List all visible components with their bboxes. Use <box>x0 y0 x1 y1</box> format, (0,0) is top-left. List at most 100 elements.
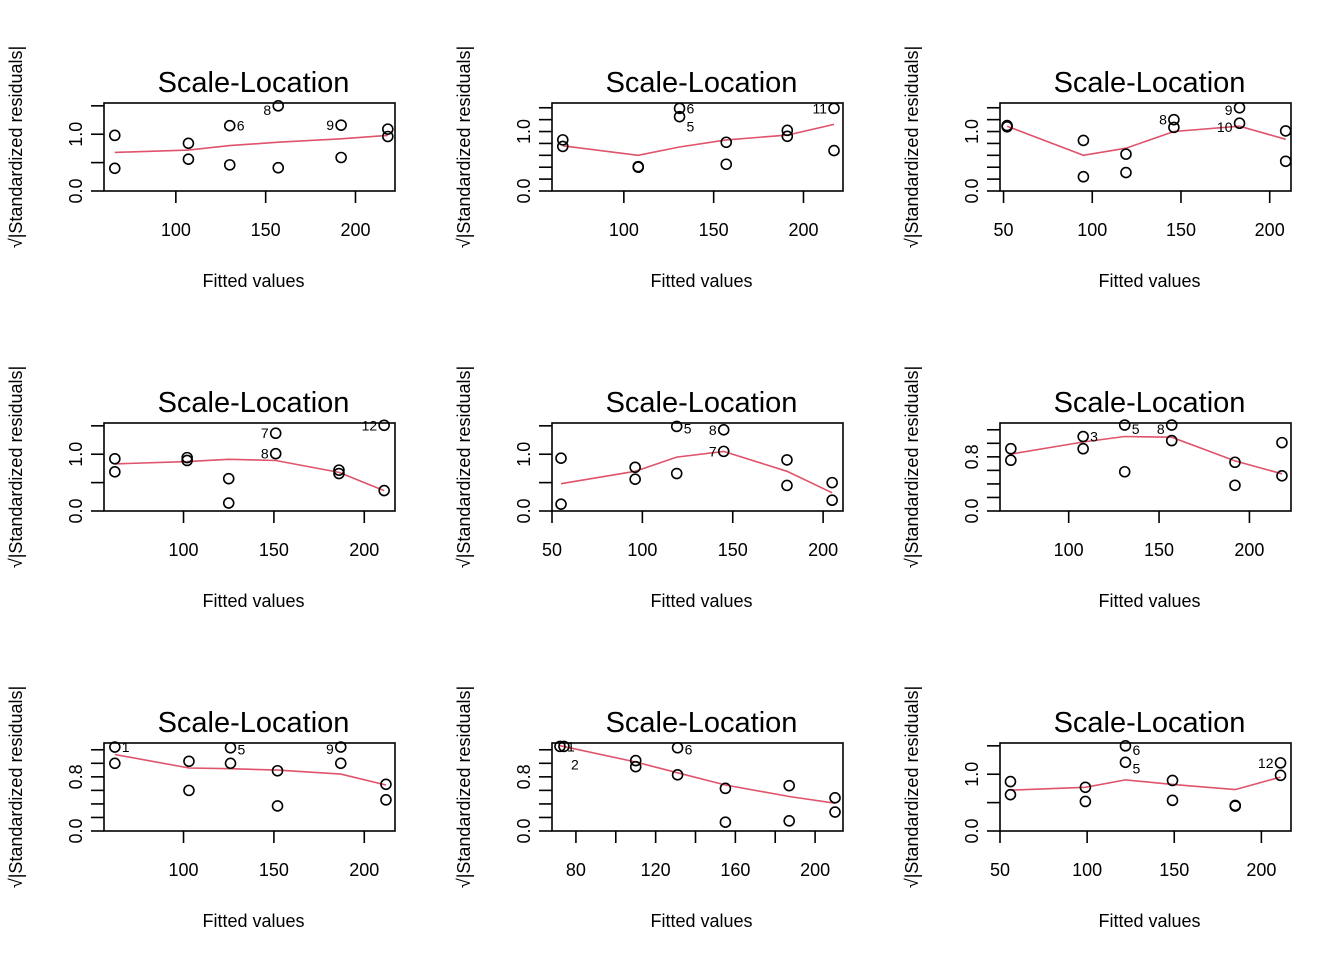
plot-frame <box>103 422 396 512</box>
loess-smooth-line <box>1006 125 1286 157</box>
y-tick-label: 0.0 <box>514 498 534 523</box>
point-label: 7 <box>261 425 269 441</box>
residual-point <box>829 792 841 804</box>
panel-title: Scale-Location <box>1054 387 1246 419</box>
residual-point <box>555 498 567 510</box>
residual-point <box>1119 740 1132 752</box>
y-axis-label: √|Standardized residuals| <box>454 686 474 888</box>
point-label: 8 <box>709 422 717 438</box>
residual-point <box>783 779 795 792</box>
y-tick-label: 0.0 <box>514 178 534 203</box>
x-axis-label: Fitted values <box>202 911 304 931</box>
residual-point <box>555 452 567 465</box>
x-tick-label: 150 <box>1166 220 1196 240</box>
x-axis-label: Fitted values <box>650 591 752 611</box>
residual-point <box>1077 134 1090 147</box>
x-tick-label: 100 <box>627 540 657 560</box>
x-tick-label: 100 <box>609 220 639 240</box>
residual-point <box>108 129 121 142</box>
y-tick-label: 0.8 <box>514 764 534 789</box>
y-tick-label: 0.0 <box>66 498 86 523</box>
residual-point <box>272 100 285 112</box>
loess-smooth-line <box>114 458 385 492</box>
residual-point <box>224 741 237 754</box>
residual-point <box>829 806 841 818</box>
residual-point <box>269 427 282 440</box>
point-label: 5 <box>684 420 692 436</box>
point-label: 5 <box>238 742 246 758</box>
point-label: 1 <box>567 738 575 754</box>
residual-point <box>1233 117 1246 130</box>
residual-point <box>828 102 840 115</box>
residual-point <box>1165 434 1178 447</box>
residual-point <box>109 757 121 770</box>
residual-point <box>109 466 121 478</box>
y-axis-label: √|Standardized residuals| <box>6 366 26 568</box>
loess-smooth-line <box>559 744 836 804</box>
panel-6: Scale-Location Fitted values √|Standardize… <box>902 366 1292 611</box>
x-tick-label: 150 <box>251 220 281 240</box>
residual-point <box>1120 148 1132 160</box>
loess-smooth-line <box>114 753 387 786</box>
x-axis-label: Fitted values <box>650 911 752 931</box>
y-tick-label: 1.0 <box>66 442 86 467</box>
x-tick-label: 150 <box>718 540 748 560</box>
point-label: 8 <box>263 102 271 118</box>
residual-point <box>269 447 282 460</box>
x-tick-label: 200 <box>1246 860 1276 880</box>
y-tick-label: 1.0 <box>514 442 534 467</box>
panel-title: Scale-Location <box>1054 67 1246 99</box>
y-axis-label: √|Standardized residuals| <box>902 686 922 888</box>
residual-point <box>554 740 566 753</box>
x-tick-label: 100 <box>169 540 199 560</box>
residual-point <box>334 757 347 770</box>
x-tick-label: 200 <box>349 860 379 880</box>
y-tick-label: 1.0 <box>962 762 982 787</box>
y-tick-label: 1.0 <box>514 119 534 144</box>
plot-frame <box>999 422 1292 512</box>
panel-9: Scale-Location Fitted values √|Standardize… <box>902 686 1292 931</box>
x-tick-label: 100 <box>1054 540 1084 560</box>
residual-point <box>717 424 730 436</box>
point-label: 8 <box>261 446 269 462</box>
residual-point <box>781 454 793 466</box>
plot-frame <box>551 742 844 832</box>
panel-title: Scale-Location <box>158 707 350 739</box>
loess-smooth-line <box>562 123 835 157</box>
residual-point <box>382 130 394 143</box>
residual-point <box>222 497 235 509</box>
residual-point <box>1279 155 1292 168</box>
panel-1: Scale-Location Fitted values √|Standardize… <box>6 46 396 291</box>
residual-point <box>1274 769 1287 782</box>
y-axis-label: √|Standardized residuals| <box>6 686 26 888</box>
residual-point <box>181 454 193 467</box>
residual-point <box>183 784 195 797</box>
residual-point <box>670 467 683 480</box>
residual-point <box>1168 121 1180 134</box>
plot-frame <box>551 102 844 192</box>
residual-point <box>271 800 284 812</box>
x-axis-label: Fitted values <box>1098 911 1200 931</box>
point-label: 2 <box>571 756 579 772</box>
residual-point <box>334 741 347 753</box>
x-axis-label: Fitted values <box>1098 591 1200 611</box>
point-label: 1 <box>122 739 130 755</box>
residual-point <box>828 144 840 157</box>
panel-4: Scale-Location Fitted values √|Standardize… <box>6 366 396 611</box>
x-tick-label: 150 <box>1159 860 1189 880</box>
residual-point <box>1079 795 1092 808</box>
x-axis-label: Fitted values <box>1098 271 1200 291</box>
point-label: 6 <box>685 742 693 758</box>
panel-5: Scale-Location Fitted values √|Standardize… <box>454 366 844 611</box>
x-tick-label: 100 <box>1077 220 1107 240</box>
x-tick-label: 120 <box>641 860 671 880</box>
y-axis-label: √|Standardized residuals| <box>902 366 922 568</box>
point-label: 6 <box>1133 742 1141 758</box>
residual-point <box>673 102 686 115</box>
x-tick-label: 160 <box>720 860 750 880</box>
panel-title: Scale-Location <box>606 67 798 99</box>
y-axis-label: √|Standardized residuals| <box>454 366 474 568</box>
residual-point <box>333 464 345 476</box>
point-label: 3 <box>1090 429 1098 445</box>
residual-point <box>1077 170 1090 183</box>
